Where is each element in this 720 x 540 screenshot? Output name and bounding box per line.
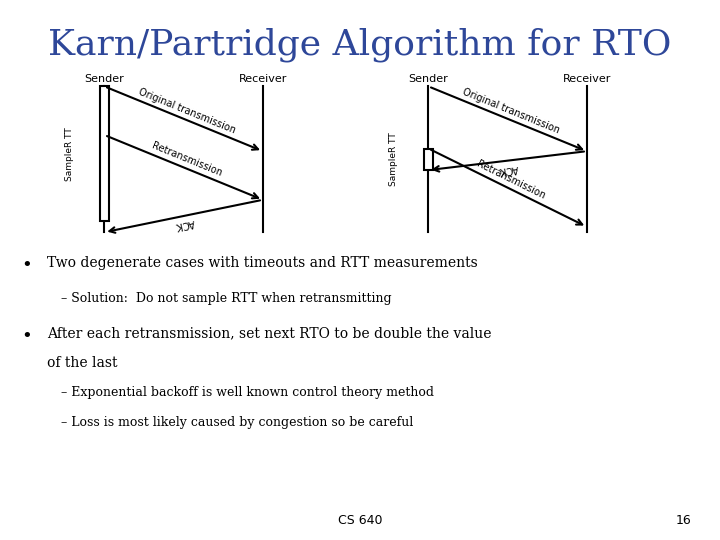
Bar xyxy=(99,86,109,221)
Text: Original transmission: Original transmission xyxy=(461,87,561,136)
Text: Original transmission: Original transmission xyxy=(137,87,237,136)
Text: Sender: Sender xyxy=(84,73,125,84)
Text: •: • xyxy=(22,256,32,274)
Text: 16: 16 xyxy=(675,514,691,526)
Text: Retransmission: Retransmission xyxy=(150,141,223,179)
Text: After each retransmission, set next RTO to be double the value: After each retransmission, set next RTO … xyxy=(47,327,491,341)
Bar xyxy=(423,148,433,170)
Text: Two degenerate cases with timeouts and RTT measurements: Two degenerate cases with timeouts and R… xyxy=(47,256,477,271)
Text: SampleR TT: SampleR TT xyxy=(390,132,398,186)
Text: •: • xyxy=(22,327,32,345)
Text: SampleR TT: SampleR TT xyxy=(66,127,74,181)
Text: – Loss is most likely caused by congestion so be careful: – Loss is most likely caused by congesti… xyxy=(61,416,413,429)
Text: Sender: Sender xyxy=(408,73,449,84)
Text: Receiver: Receiver xyxy=(238,73,287,84)
Text: ACK: ACK xyxy=(175,217,196,231)
Text: Receiver: Receiver xyxy=(562,73,611,84)
Text: ACK: ACK xyxy=(498,163,519,175)
Text: Retransmission: Retransmission xyxy=(475,159,547,201)
Text: Karn/Partridge Algorithm for RTO: Karn/Partridge Algorithm for RTO xyxy=(48,27,672,62)
Text: – Exponential backoff is well known control theory method: – Exponential backoff is well known cont… xyxy=(61,386,434,399)
Text: of the last: of the last xyxy=(47,356,117,370)
Text: CS 640: CS 640 xyxy=(338,514,382,526)
Text: – Solution:  Do not sample RTT when retransmitting: – Solution: Do not sample RTT when retra… xyxy=(61,292,392,305)
